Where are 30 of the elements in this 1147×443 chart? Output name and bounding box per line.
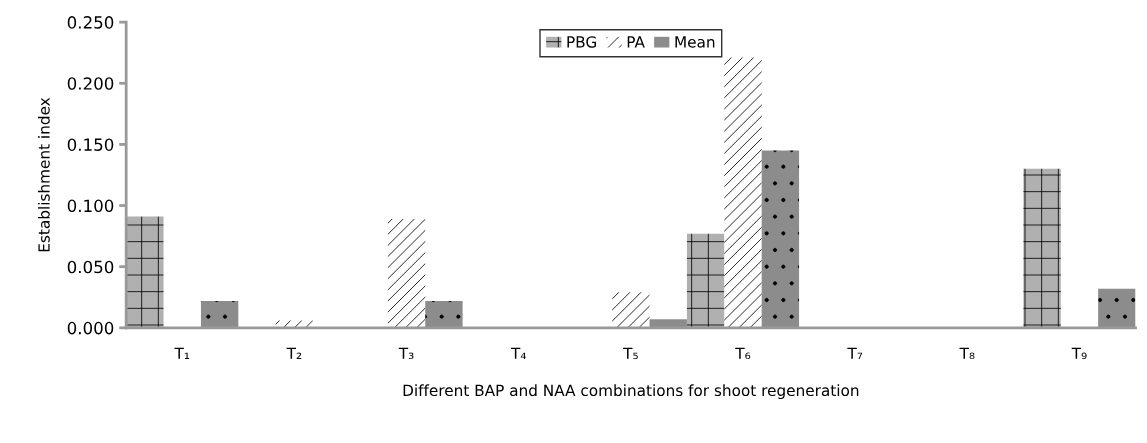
bar — [387, 219, 426, 328]
y-tick-label: 0.100 — [67, 199, 114, 213]
bar — [612, 292, 650, 328]
x-tick-label: T₁ — [174, 347, 190, 359]
y-tick-label: 0.150 — [67, 138, 114, 151]
legend-label: Mean — [675, 36, 715, 48]
bar — [425, 300, 463, 328]
bar — [761, 150, 800, 328]
y-axis-title: Establishment index — [37, 97, 50, 252]
bar — [1098, 288, 1136, 328]
bar — [200, 300, 239, 328]
y-tick-label: 0.200 — [67, 77, 114, 90]
bar — [1023, 168, 1061, 328]
y-tick-label: 0.050 — [67, 260, 114, 274]
x-tick-label: T₄ — [510, 347, 526, 359]
x-axis-title: Different BAP and NAA combinations for shoot regeneration — [403, 384, 859, 400]
bar — [126, 216, 164, 328]
x-tick-label: T₅ — [623, 347, 638, 360]
x-tick-label: T₉ — [1071, 347, 1087, 360]
y-tick-label: 0.250 — [67, 16, 114, 29]
y-tick-label: 0.000 — [67, 321, 114, 335]
x-tick-label: T₈ — [959, 347, 975, 360]
bar — [724, 57, 762, 328]
x-tick-label: T₂ — [286, 347, 302, 359]
bar — [686, 233, 725, 328]
legend-label: PA — [627, 36, 645, 48]
x-tick-label: T₆ — [735, 347, 751, 360]
legend-label: PBG — [567, 36, 596, 48]
x-tick-label: T₇ — [847, 347, 863, 359]
x-tick-label: T₃ — [398, 347, 414, 360]
